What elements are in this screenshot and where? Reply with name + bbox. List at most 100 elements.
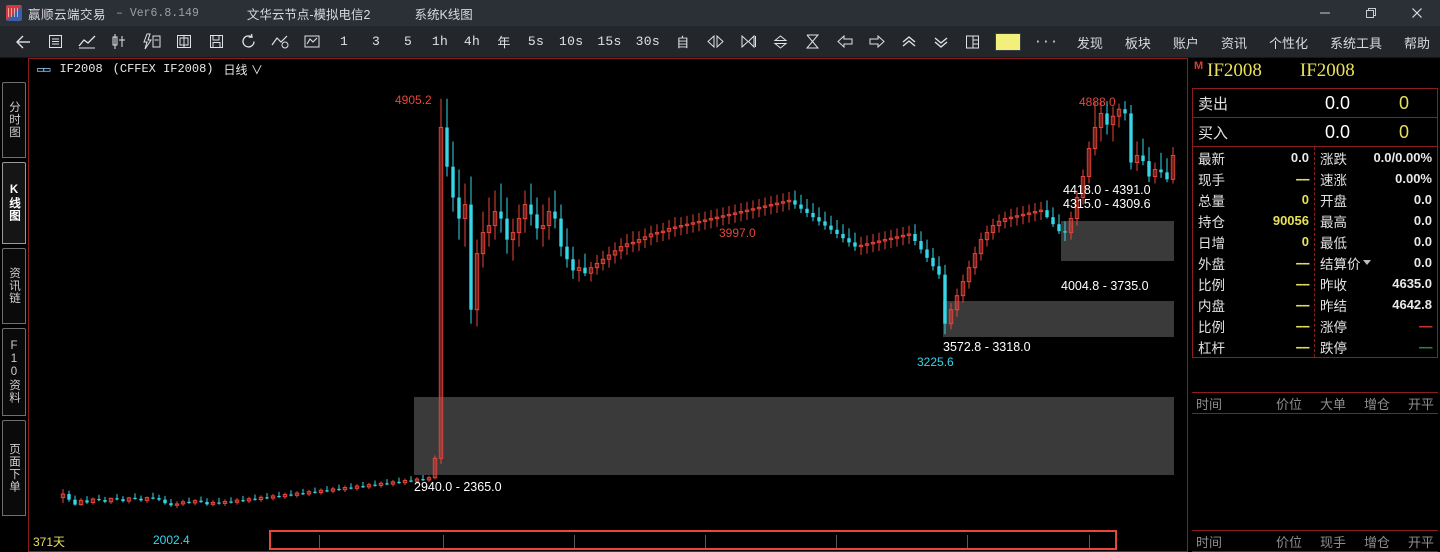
hourglass-icon[interactable] (800, 29, 826, 55)
stat-row: 比例 ---- (1193, 273, 1314, 294)
stat-key: 最低 (1320, 235, 1347, 251)
color-swatch-button[interactable] (994, 32, 1021, 51)
candle-compare-icon[interactable] (106, 29, 132, 55)
list-view-icon[interactable] (42, 29, 68, 55)
quote-code-primary[interactable]: IF2008 (1207, 60, 1262, 81)
bid-label: 买入 (1198, 124, 1229, 142)
chart-symbol[interactable]: IF2008 (59, 62, 103, 76)
layout-grid-icon[interactable] (960, 29, 986, 55)
horizontal-scroll-selection[interactable] (269, 530, 1117, 550)
stat-value: 0.0/0.00% (1373, 150, 1432, 165)
range-label-1: 4418.0 - 4391.0 (1063, 183, 1151, 197)
stat-row: 最高 0.0 (1315, 210, 1437, 231)
stat-key: 开盘 (1320, 193, 1347, 209)
period-button-1[interactable]: 1 (339, 34, 349, 49)
market-flag-badge: M (1194, 60, 1204, 72)
sidebar-item-timeshare[interactable]: 分时图 (2, 82, 26, 158)
period-button-5s[interactable]: 5s (527, 34, 545, 49)
col-big-order: 大单 (1319, 396, 1346, 412)
menu-item-personalize[interactable]: 个性化 (1268, 35, 1308, 51)
bid-row[interactable]: 买入 0.0 0 (1193, 118, 1437, 147)
settlement-row[interactable]: 结算价 0.0 (1315, 252, 1437, 273)
sidebar-item-f10[interactable]: F10资料 (2, 328, 26, 416)
vertical-split-icon[interactable] (768, 29, 794, 55)
sidebar-item-kline[interactable]: K线图 (2, 162, 26, 244)
minimize-icon[interactable] (1302, 0, 1348, 26)
sidebar-item-page-order[interactable]: 页面下单 (2, 420, 26, 516)
stat-row: 现手 ---- (1193, 168, 1314, 189)
ask-row[interactable]: 卖出 0.0 0 (1193, 89, 1437, 118)
single-chart-icon[interactable] (171, 29, 197, 55)
stat-row: 最低 0.0 (1315, 231, 1437, 252)
stat-value: 0.0 (1290, 150, 1309, 165)
stat-row: 涨停 ---- (1315, 315, 1437, 336)
period-button-30s[interactable]: 30s (635, 34, 660, 49)
overlay-chart-icon[interactable] (267, 29, 293, 55)
menu-item-account[interactable]: 账户 (1172, 35, 1199, 51)
quote-box: 卖出 0.0 0 买入 0.0 0 最新 0.0 现手 ---- 总量 0 持仓 900… (1192, 88, 1438, 358)
stat-row: 最新 0.0 (1193, 147, 1314, 168)
arrow-right-icon[interactable] (864, 29, 890, 55)
tick-table-header: 时间 价位 现手 增仓 开平 (1192, 530, 1438, 552)
stat-row: 外盘 ---- (1193, 252, 1314, 273)
back-arrow-icon[interactable] (10, 29, 36, 55)
menu-item-discover[interactable]: 发现 (1076, 35, 1103, 51)
menu-item-help[interactable]: 帮助 (1403, 35, 1430, 51)
stat-key: 最高 (1320, 214, 1347, 230)
period-button-4h[interactable]: 4h (463, 34, 481, 49)
line-chart-icon[interactable] (299, 29, 325, 55)
sidebar-item-newschain[interactable]: 资讯链 (2, 248, 26, 324)
stat-row: 昨收 4635.0 (1315, 273, 1437, 294)
col-current-volume: 现手 (1319, 534, 1346, 550)
first-page-icon[interactable] (735, 29, 762, 55)
stat-key: 持仓 (1198, 214, 1225, 230)
refresh-icon[interactable] (235, 29, 261, 55)
trend-line-icon[interactable] (74, 29, 100, 55)
chevron-down-icon[interactable] (1362, 260, 1371, 265)
candlestick-canvas[interactable]: 4905.2 4888.0 3997.0 3225.6 4418.0 - 439… (29, 79, 1187, 531)
col-time: 时间 (1196, 396, 1223, 412)
chevron-down-icon[interactable]: ∨ (247, 62, 263, 77)
menu-item-system-tools[interactable]: 系统工具 (1329, 35, 1382, 51)
stat-row: 跌停 ---- (1315, 336, 1437, 357)
range-label-2: 4315.0 - 4309.6 (1063, 197, 1151, 211)
stat-key: 昨收 (1320, 277, 1347, 293)
save-icon[interactable] (203, 29, 229, 55)
price-label-high-3: 3997.0 (719, 226, 756, 240)
stat-value: 4642.8 (1392, 297, 1432, 312)
page-left-icon[interactable] (702, 29, 729, 55)
stat-value: ---- (1295, 171, 1310, 186)
chevron-up-icon[interactable] (896, 29, 922, 55)
link-icon: ▭▭ (37, 62, 50, 77)
quote-code-secondary[interactable]: IF2008 (1299, 60, 1355, 81)
menu-item-sector[interactable]: 板块 (1124, 35, 1151, 51)
app-title: 赢顺云端交易 (28, 7, 107, 22)
ask-label: 卖出 (1198, 95, 1229, 113)
chevron-down-icon[interactable] (928, 29, 954, 55)
stat-value: 0 (1301, 192, 1309, 207)
stat-key: 总量 (1198, 193, 1225, 209)
ask-volume: 0 (1398, 92, 1409, 113)
app-logo-icon (6, 5, 22, 21)
period-button-10s[interactable]: 10s (559, 34, 584, 49)
sidebar-label: 资讯链 (8, 267, 20, 305)
period-button-year[interactable]: 年 (497, 36, 511, 51)
window-controls (1302, 0, 1440, 26)
close-icon[interactable] (1394, 0, 1440, 26)
arrow-left-icon[interactable] (832, 29, 858, 55)
period-button-auto[interactable]: 自 (676, 36, 690, 51)
stat-row: 比例 ---- (1193, 315, 1314, 336)
stat-key: 外盘 (1198, 256, 1225, 272)
period-button-3[interactable]: 3 (371, 34, 381, 49)
chart-period-selector[interactable]: 日线 ∨ (223, 62, 263, 77)
stat-key: 速涨 (1320, 172, 1347, 188)
restore-icon[interactable] (1348, 0, 1394, 26)
more-options-button[interactable]: ··· (1033, 34, 1059, 49)
stat-key: 涨停 (1320, 319, 1347, 335)
period-button-1h[interactable]: 1h (431, 34, 449, 49)
menu-item-news[interactable]: 资讯 (1220, 35, 1247, 51)
period-button-15s[interactable]: 15s (597, 34, 622, 49)
stat-value: 0 (1301, 234, 1309, 249)
lightning-order-icon[interactable] (138, 29, 165, 55)
period-button-5[interactable]: 5 (403, 34, 413, 49)
